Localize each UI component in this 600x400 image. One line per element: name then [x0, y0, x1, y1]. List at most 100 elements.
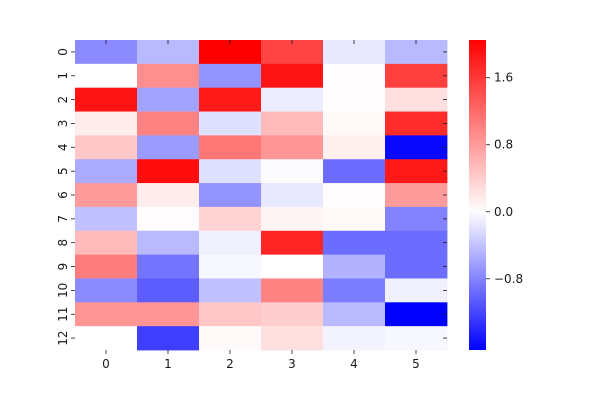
heatmap-cell-r3-c3 [261, 111, 324, 136]
heatmap-cell-r1-c4 [323, 63, 386, 89]
heatmap-cell-r11-c1 [137, 302, 200, 327]
heatmap-cell-r8-c5 [385, 230, 448, 256]
heatmap-cell-r2-c2 [199, 87, 262, 112]
heatmap-cell-r3-c4 [323, 111, 386, 136]
heatmap-cell-r8-c1 [137, 230, 200, 256]
heatmap-cell-r12-c3 [261, 326, 324, 351]
heatmap-cell-r6-c1 [137, 183, 200, 208]
y-tick-label-0: 0 [56, 48, 70, 56]
heatmap-cell-r10-c5 [385, 278, 448, 303]
heatmap-cell-r3-c1 [137, 111, 200, 136]
y-tick-label-11: 11 [56, 307, 70, 322]
heatmap-cells [75, 40, 448, 351]
heatmap-cell-r2-c4 [323, 87, 386, 112]
x-tick-label-2: 2 [226, 357, 234, 371]
heatmap-cell-r6-c0 [75, 183, 138, 208]
heatmap-cell-r1-c5 [385, 63, 448, 89]
heatmap-cell-r12-c0 [75, 326, 138, 351]
heatmap-cell-r12-c2 [199, 326, 262, 351]
heatmap-cell-r8-c2 [199, 230, 262, 256]
heatmap-cell-r5-c0 [75, 159, 138, 184]
y-tick-label-4: 4 [56, 143, 70, 151]
heatmap-cell-r11-c2 [199, 302, 262, 327]
heatmap-cell-r12-c4 [323, 326, 386, 351]
y-tick-label-12: 12 [56, 330, 70, 345]
colorbar-tick-label-0: −0.8 [494, 272, 523, 286]
heatmap-cell-r0-c1 [137, 40, 200, 65]
y-tick-label-3: 3 [56, 120, 70, 128]
y-tick-label-2: 2 [56, 96, 70, 104]
y-tick-label-6: 6 [56, 191, 70, 199]
colorbar: −0.8 0.0 0.8 1.6 [469, 40, 523, 350]
heatmap-cell-r4-c5 [385, 135, 448, 160]
heatmap-cell-r2-c1 [137, 87, 200, 112]
heatmap-cell-r5-c5 [385, 159, 448, 184]
heatmap-cell-r10-c4 [323, 278, 386, 303]
y-tick-label-5: 5 [56, 167, 70, 175]
heatmap-cell-r12-c1 [137, 326, 200, 351]
heatmap-cell-r3-c5 [385, 111, 448, 136]
heatmap-cell-r7-c2 [199, 206, 262, 232]
heatmap-cell-r2-c5 [385, 87, 448, 112]
heatmap-cell-r4-c0 [75, 135, 138, 160]
heatmap-cell-r0-c5 [385, 40, 448, 65]
heatmap-cell-r6-c2 [199, 183, 262, 208]
x-tick-label-4: 4 [350, 357, 358, 371]
heatmap-cell-r0-c3 [261, 40, 324, 65]
heatmap-cell-r8-c4 [323, 230, 386, 256]
heatmap-cell-r0-c4 [323, 40, 386, 65]
heatmap-cell-r11-c0 [75, 302, 138, 327]
heatmap-cell-r10-c0 [75, 278, 138, 303]
heatmap-cell-r10-c2 [199, 278, 262, 303]
heatmap-cell-r4-c2 [199, 135, 262, 160]
heatmap-cell-r8-c3 [261, 230, 324, 256]
heatmap-cell-r1-c3 [261, 63, 324, 89]
heatmap-cell-r1-c0 [75, 63, 138, 89]
heatmap-cell-r7-c4 [323, 206, 386, 232]
heatmap-cell-r9-c4 [323, 254, 386, 279]
heatmap-cell-r3-c0 [75, 111, 138, 136]
x-tick-label-3: 3 [288, 357, 296, 371]
heatmap-cell-r6-c4 [323, 183, 386, 208]
y-tick-label-1: 1 [56, 72, 70, 80]
heatmap-cell-r1-c1 [137, 63, 200, 89]
heatmap-cell-r9-c5 [385, 254, 448, 279]
heatmap-cell-r5-c1 [137, 159, 200, 184]
heatmap-cell-r3-c2 [199, 111, 262, 136]
x-tick-label-0: 0 [102, 357, 110, 371]
heatmap-cell-r5-c3 [261, 159, 324, 184]
heatmap-cell-r11-c3 [261, 302, 324, 327]
y-tick-label-10: 10 [56, 283, 70, 298]
heatmap-cell-r2-c3 [261, 87, 324, 112]
heatmap-cell-r1-c2 [199, 63, 262, 89]
heatmap-cell-r7-c3 [261, 206, 324, 232]
heatmap-cell-r9-c3 [261, 254, 324, 279]
heatmap-cell-r7-c1 [137, 206, 200, 232]
heatmap-cell-r12-c5 [385, 326, 448, 351]
heatmap-cell-r10-c3 [261, 278, 324, 303]
heatmap-cell-r11-c5 [385, 302, 448, 327]
heatmap-cell-r6-c5 [385, 183, 448, 208]
heatmap-cell-r4-c3 [261, 135, 324, 160]
colorbar-tick-label-1: 0.0 [494, 205, 513, 219]
x-tick-label-5: 5 [412, 357, 420, 371]
heatmap-cell-r4-c1 [137, 135, 200, 160]
y-tick-label-9: 9 [56, 263, 70, 271]
heatmap-cell-r9-c2 [199, 254, 262, 279]
heatmap-cell-r7-c5 [385, 206, 448, 232]
heatmap-cell-r2-c0 [75, 87, 138, 112]
x-tick-label-1: 1 [164, 357, 172, 371]
heatmap-cell-r8-c0 [75, 230, 138, 256]
colorbar-tick-label-2: 0.8 [494, 138, 513, 152]
heatmap-cell-r5-c4 [323, 159, 386, 184]
heatmap-cell-r11-c4 [323, 302, 386, 327]
heatmap-cell-r5-c2 [199, 159, 262, 184]
colorbar-gradient [469, 40, 486, 350]
heatmap-cell-r9-c1 [137, 254, 200, 279]
heatmap-cell-r0-c0 [75, 40, 138, 65]
y-tick-label-8: 8 [56, 239, 70, 247]
y-tick-label-7: 7 [56, 215, 70, 223]
heatmap-cell-r10-c1 [137, 278, 200, 303]
